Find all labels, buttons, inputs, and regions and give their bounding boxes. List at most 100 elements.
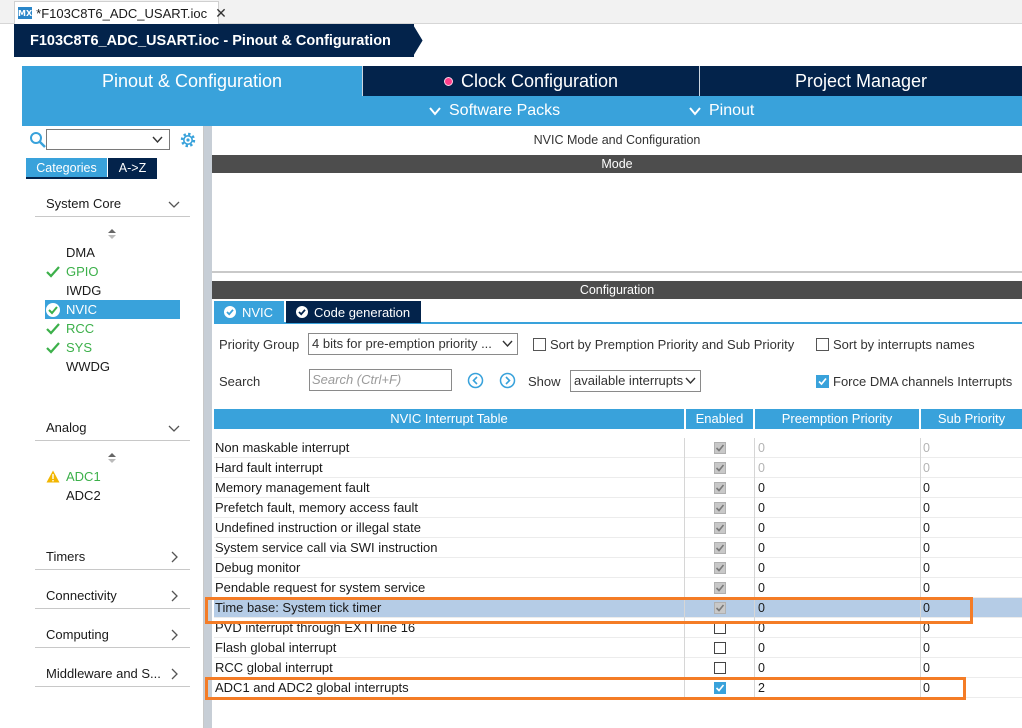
tab-categories[interactable]: Categories	[26, 158, 107, 177]
enabled-checkbox	[714, 462, 726, 474]
preemption-priority-cell[interactable]: 0	[754, 658, 920, 678]
search-icon[interactable]	[29, 131, 47, 149]
sub-priority-cell[interactable]: 0	[920, 458, 1022, 478]
sub-priority-cell[interactable]: 0	[920, 618, 1022, 638]
enabled-checkbox	[714, 582, 726, 594]
col-header-name[interactable]: NVIC Interrupt Table	[214, 409, 684, 429]
search-previous-icon[interactable]	[467, 372, 484, 389]
category-computing[interactable]: Computing	[35, 622, 190, 648]
preemption-priority-cell[interactable]: 0	[754, 518, 920, 538]
category-search-dropdown[interactable]	[46, 129, 170, 150]
tab-a-z[interactable]: A->Z	[108, 158, 157, 177]
chevron-right-icon	[171, 668, 178, 680]
close-icon[interactable]: ✕	[215, 4, 227, 21]
interrupt-name: Prefetch fault, memory access fault	[215, 500, 419, 515]
preemption-priority-cell[interactable]: 0	[754, 638, 920, 658]
tab-code-generation[interactable]: Code generation	[286, 301, 421, 323]
peripheral-item-dma[interactable]: DMA	[45, 243, 180, 262]
table-row[interactable]: Undefined instruction or illegal state 0 0	[214, 518, 1022, 538]
tab-nvic[interactable]: NVIC	[214, 301, 284, 323]
category-middleware[interactable]: Middleware and S...	[35, 661, 190, 687]
sub-priority-cell[interactable]: 0	[920, 498, 1022, 518]
preemption-priority-cell[interactable]: 0	[754, 558, 920, 578]
peripheral-label: IWDG	[66, 283, 102, 298]
table-row[interactable]: Time base: System tick timer 0 0	[214, 598, 1022, 618]
category-timers[interactable]: Timers	[35, 544, 190, 570]
chevron-right-icon	[171, 551, 178, 563]
sub-priority-cell[interactable]: 0	[920, 658, 1022, 678]
category-analog[interactable]: Analog	[35, 415, 190, 441]
table-row[interactable]: Debug monitor 0 0	[214, 558, 1022, 578]
show-select[interactable]: available interrupts	[570, 370, 701, 392]
peripheral-item-iwdg[interactable]: IWDG	[45, 281, 180, 300]
peripheral-item-adc1[interactable]: ADC1	[45, 467, 180, 486]
table-row[interactable]: System service call via SWI instruction 0…	[214, 538, 1022, 558]
preemption-priority-cell[interactable]: 0	[754, 498, 920, 518]
col-header-enabled[interactable]: Enabled	[686, 409, 753, 429]
search-input[interactable]: Search (Ctrl+F)	[309, 369, 452, 391]
enabled-checkbox[interactable]	[714, 642, 726, 654]
table-row[interactable]: Hard fault interrupt 0 0	[214, 458, 1022, 478]
peripheral-label: RCC	[66, 321, 95, 336]
table-row[interactable]: Pendable request for system service 0 0	[214, 578, 1022, 598]
table-row[interactable]: Flash global interrupt 0 0	[214, 638, 1022, 658]
preemption-priority-cell[interactable]: 0	[754, 478, 920, 498]
table-row[interactable]: RCC global interrupt 0 0	[214, 658, 1022, 678]
sub-priority-cell[interactable]: 0	[920, 538, 1022, 558]
peripheral-item-sys[interactable]: SYS	[45, 338, 180, 357]
col-header-sub[interactable]: Sub Priority	[921, 409, 1022, 429]
category-connectivity[interactable]: Connectivity	[35, 583, 190, 609]
interrupt-name: Flash global interrupt	[215, 640, 337, 655]
preemption-priority-cell[interactable]: 0	[754, 538, 920, 558]
tab-clock-configuration[interactable]: Clock Configuration	[363, 66, 699, 96]
peripheral-item-gpio[interactable]: GPIO	[45, 262, 180, 281]
sort-icon[interactable]	[107, 452, 117, 464]
peripheral-item-nvic[interactable]: NVIC	[45, 300, 180, 319]
table-row[interactable]: Prefetch fault, memory access fault 0 0	[214, 498, 1022, 518]
tab-project-manager[interactable]: Project Manager	[700, 66, 1022, 96]
pinout-menu[interactable]: Pinout	[687, 96, 754, 126]
enabled-checkbox[interactable]	[714, 682, 726, 694]
chevron-down-icon	[152, 136, 163, 144]
software-packs-menu[interactable]: Software Packs	[427, 96, 560, 126]
search-next-icon[interactable]	[499, 372, 516, 389]
category-system-core[interactable]: System Core	[35, 191, 190, 217]
sort-names-checkbox[interactable]	[816, 338, 829, 351]
force-dma-checkbox[interactable]	[816, 375, 829, 388]
preemption-priority-cell[interactable]: 0	[754, 618, 920, 638]
sub-priority-cell[interactable]: 0	[920, 518, 1022, 538]
enabled-cell	[684, 638, 754, 658]
sub-priority-cell[interactable]: 0	[920, 558, 1022, 578]
file-tab[interactable]: MX *F103C8T6_ADC_USART.ioc ✕	[14, 1, 227, 24]
col-header-preemption[interactable]: Preemption Priority	[755, 409, 919, 429]
enabled-checkbox[interactable]	[714, 662, 726, 674]
panel-splitter[interactable]	[204, 126, 212, 728]
sort-premption-checkbox[interactable]	[533, 338, 546, 351]
peripheral-label: NVIC	[66, 302, 98, 317]
preemption-priority-cell[interactable]: 0	[754, 438, 920, 458]
gear-icon[interactable]	[178, 130, 198, 150]
preemption-priority-cell[interactable]: 2	[754, 678, 920, 698]
sub-priority-cell[interactable]: 0	[920, 678, 1022, 698]
breadcrumb: F103C8T6_ADC_USART.ioc - Pinout & Config…	[14, 24, 414, 57]
sub-priority-cell[interactable]: 0	[920, 578, 1022, 598]
tab-code-label: Code generation	[314, 304, 411, 320]
page-title: NVIC Mode and Configuration	[533, 133, 701, 147]
sort-icon[interactable]	[107, 228, 117, 240]
peripheral-item-wwdg[interactable]: WWDG	[45, 357, 180, 376]
priority-group-select[interactable]: 4 bits for pre-emption priority ...	[308, 333, 518, 355]
table-row[interactable]: Non maskable interrupt 0 0	[214, 438, 1022, 458]
preemption-priority-cell[interactable]: 0	[754, 578, 920, 598]
table-row[interactable]: Memory management fault 0 0	[214, 478, 1022, 498]
sub-priority-cell[interactable]: 0	[920, 478, 1022, 498]
enabled-checkbox	[714, 442, 726, 454]
interrupt-name: ADC1 and ADC2 global interrupts	[215, 680, 409, 695]
peripheral-item-adc2[interactable]: ADC2	[45, 486, 180, 505]
sub-priority-cell[interactable]: 0	[920, 598, 1022, 618]
sub-priority-cell[interactable]: 0	[920, 438, 1022, 458]
preemption-priority-cell[interactable]: 0	[754, 458, 920, 478]
tab-pinout-configuration[interactable]: Pinout & Configuration	[22, 66, 362, 96]
peripheral-item-rcc[interactable]: RCC	[45, 319, 180, 338]
sub-priority-cell[interactable]: 0	[920, 638, 1022, 658]
preemption-priority-cell[interactable]: 0	[754, 598, 920, 618]
